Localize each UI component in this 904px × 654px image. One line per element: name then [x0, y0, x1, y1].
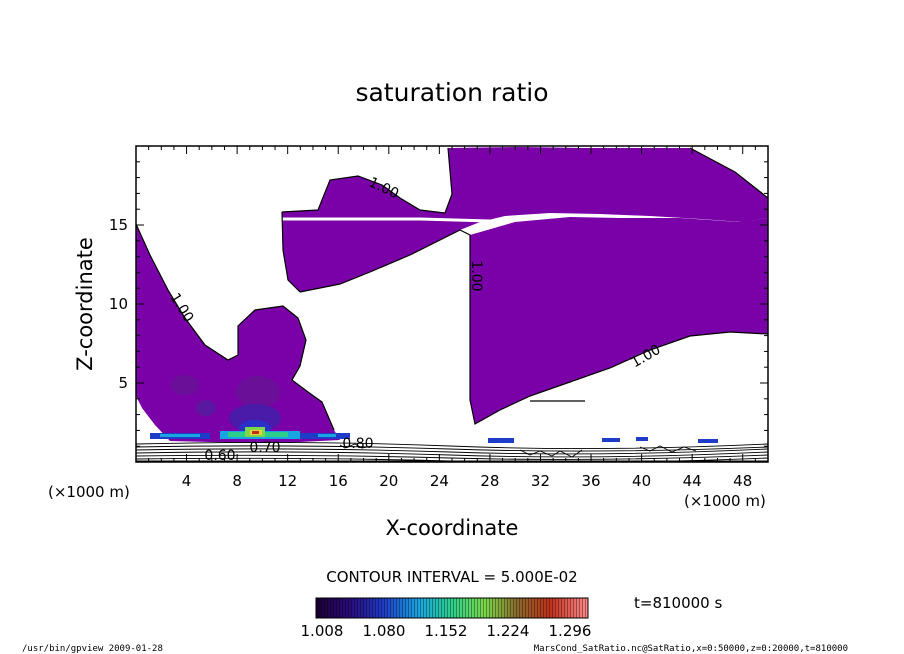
color-band — [252, 431, 259, 434]
x-tick-label: 40 — [632, 472, 651, 490]
colorbar-tick-label: 1.080 — [363, 622, 406, 640]
x-tick-label: 24 — [430, 472, 449, 490]
x-axis-title: X-coordinate — [386, 516, 519, 540]
x-tick-label: 32 — [531, 472, 550, 490]
colorbar-ticks: 1.008 1.080 1.152 1.224 1.296 — [301, 622, 592, 640]
contour-label: 0.70 — [249, 440, 280, 456]
colorbar-stripes — [316, 598, 588, 618]
footer-right: MarsCond_SatRatio.nc@SatRatio,x=0:50000,… — [534, 644, 848, 654]
x-tick-label: 12 — [278, 472, 297, 490]
colorbar-tick-label: 1.152 — [425, 622, 468, 640]
fill-region-right — [470, 217, 768, 424]
x-axis-unit: (×1000 m) — [684, 492, 766, 510]
y-tick-label: 10 — [109, 295, 128, 313]
color-band — [160, 434, 200, 437]
colorbar-tick-label: 1.224 — [487, 622, 530, 640]
x-tick-label: 16 — [329, 472, 348, 490]
contour-label: 0.80 — [342, 436, 373, 452]
contour-lines — [136, 147, 768, 431]
x-tick-label: 4 — [182, 472, 192, 490]
contour-interval: CONTOUR INTERVAL = 5.000E-02 — [326, 568, 577, 586]
shade-blob — [196, 400, 216, 416]
x-tick-label: 48 — [733, 472, 752, 490]
colorbar-tick-label: 1.296 — [549, 622, 592, 640]
contour-label: 1.00 — [468, 260, 484, 291]
colorbar-tick-label: 1.008 — [301, 622, 344, 640]
shade-blob — [171, 375, 199, 395]
shade-blob — [236, 376, 280, 408]
white-gap — [280, 217, 491, 223]
color-band — [698, 439, 718, 443]
color-band — [602, 438, 620, 442]
colorbar-frame — [315, 597, 589, 619]
x-tick-label: 8 — [232, 472, 242, 490]
x-tick-label: 20 — [379, 472, 398, 490]
contour-field — [136, 147, 768, 462]
color-band — [488, 438, 514, 443]
x-tick-label: 44 — [683, 472, 702, 490]
y-axis-unit: (×1000 m) — [48, 483, 130, 501]
color-band — [318, 434, 336, 437]
x-tick-label: 36 — [581, 472, 600, 490]
y-axis-title: Z-coordinate — [73, 237, 97, 371]
y-tick-label: 5 — [118, 374, 128, 392]
fill-region-upper — [282, 147, 768, 292]
x-tick-label: 28 — [480, 472, 499, 490]
time-label: t=810000 s — [634, 594, 722, 612]
chart-title: saturation ratio — [355, 78, 548, 107]
footer-left: /usr/bin/gpview 2009-01-28 — [22, 644, 163, 654]
color-band — [636, 437, 648, 441]
y-tick-label: 15 — [109, 216, 128, 234]
